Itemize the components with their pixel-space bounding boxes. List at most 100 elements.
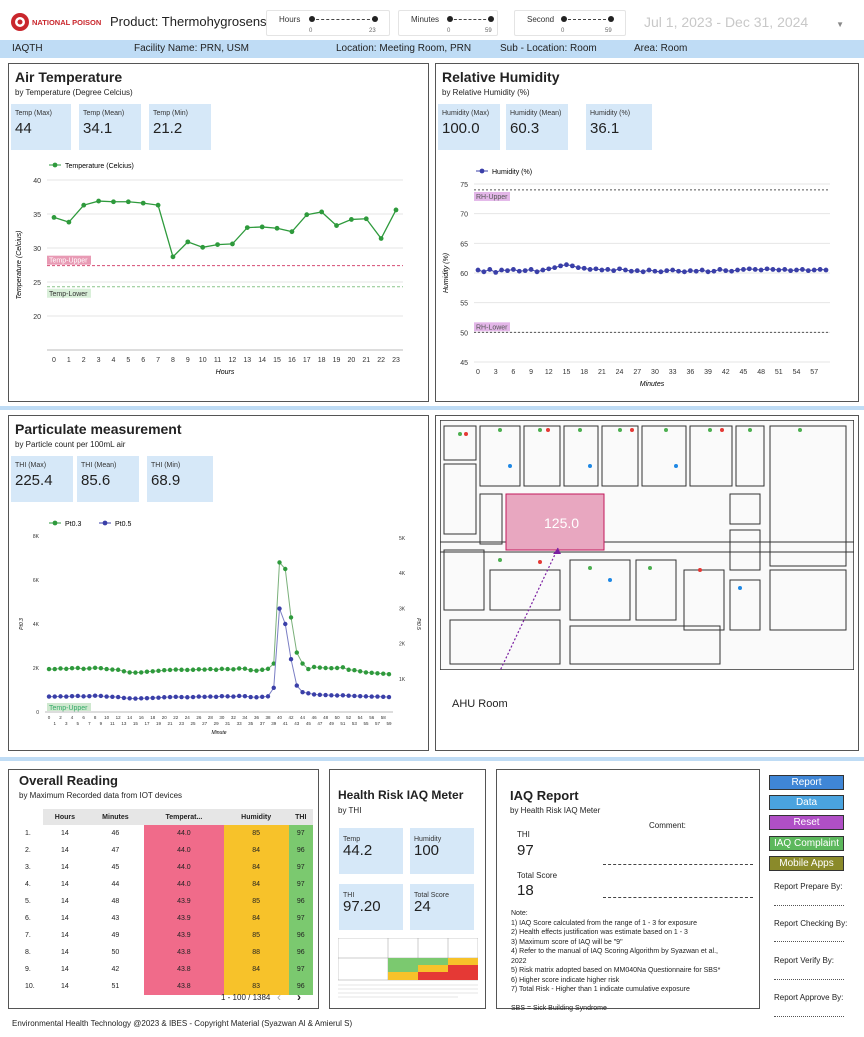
x-tick-label: 29: [214, 721, 220, 726]
table-row[interactable]: 9. 14 42 43.8 84 97: [21, 961, 313, 978]
x-tick-label: 12: [229, 357, 237, 364]
table-cell: 43.8: [144, 944, 224, 961]
pm-point: [340, 693, 346, 698]
humidity-point: [705, 269, 711, 275]
humidity-point: [599, 267, 605, 273]
x-tick-label: 24: [185, 715, 191, 720]
next-page-icon[interactable]: ›: [297, 990, 301, 1004]
table-cell: 42: [86, 961, 145, 978]
report-button[interactable]: Report: [769, 775, 844, 790]
humidity-point: [558, 263, 563, 269]
x-tick-label: 58: [381, 715, 387, 720]
mobile-apps-button[interactable]: Mobile Apps: [769, 856, 844, 871]
humidity-mean-label: Humidity (Mean): [510, 110, 562, 117]
iaq-complaint-button[interactable]: IAQ Complaint: [769, 836, 844, 851]
table-cell: 97: [288, 876, 313, 893]
minutes-slider-track[interactable]: [449, 19, 491, 20]
pm-point: [121, 695, 127, 701]
x-tick-label: 16: [288, 357, 296, 364]
minutes-slider-max-handle[interactable]: [488, 16, 494, 22]
hours-slider-track[interactable]: [311, 19, 375, 20]
report-approve-line[interactable]: [774, 1016, 844, 1017]
humidity-max-label: Humidity (Max): [442, 110, 490, 117]
table-cell: 4.: [21, 876, 43, 893]
temp-mean-card: Temp (Mean) 34.1: [79, 104, 141, 150]
meter-subtitle: by THI: [338, 806, 362, 815]
x-tick-label: 33: [669, 369, 677, 376]
report-checking-line[interactable]: [774, 941, 844, 942]
report-title: IAQ Report: [510, 788, 579, 803]
table-cell: 43.8: [144, 978, 224, 995]
pm-point: [317, 665, 323, 670]
x-tick-label: 9: [100, 721, 103, 726]
reference-label: Temp-Upper: [49, 705, 88, 712]
y-tick-label: 45: [460, 360, 468, 367]
table-row[interactable]: 1. 14 46 44.0 85 97: [21, 825, 313, 842]
second-slider-track[interactable]: [563, 19, 611, 20]
second-slider-max-handle[interactable]: [608, 16, 614, 22]
reset-button[interactable]: Reset: [769, 815, 844, 830]
table-row[interactable]: 6. 14 43 43.9 84 97: [21, 910, 313, 927]
hours-slider[interactable]: Hours 0 23: [266, 10, 390, 36]
legend-label: Pt0.3: [65, 521, 81, 528]
humidity-subtitle: by Relative Humidity (%): [442, 88, 530, 97]
pm-point: [323, 665, 328, 671]
y-tick-label: 55: [460, 301, 468, 308]
table-row[interactable]: 3. 14 45 44.0 84 97: [21, 859, 313, 876]
report-verify-line[interactable]: [774, 979, 844, 980]
hours-slider-min-handle[interactable]: [309, 16, 315, 22]
report-prepare-line[interactable]: [774, 905, 844, 906]
table-row[interactable]: 2. 14 47 44.0 84 96: [21, 842, 313, 859]
hours-slider-max-handle[interactable]: [372, 16, 378, 22]
col-header-temperature[interactable]: Temperat...: [144, 809, 224, 825]
pm-point: [283, 621, 288, 627]
prev-page-icon[interactable]: ‹: [277, 990, 281, 1004]
table-cell: 85: [223, 893, 289, 910]
minutes-slider-min-handle[interactable]: [447, 16, 453, 22]
data-button[interactable]: Data: [769, 795, 844, 810]
minutes-slider[interactable]: Minutes 0 59: [398, 10, 498, 36]
humidity-point: [534, 269, 540, 275]
temperature-point: [51, 215, 57, 220]
second-slider[interactable]: Second 0 59: [514, 10, 626, 36]
second-slider-min-handle[interactable]: [561, 16, 567, 22]
y-tick-label-left: 4K: [33, 622, 40, 628]
table-row[interactable]: 7. 14 49 43.9 85 96: [21, 927, 313, 944]
pm-point: [381, 671, 386, 676]
pm-point: [162, 695, 167, 700]
pagination-text: 1 - 100 / 1384: [221, 993, 271, 1002]
x-tick-label: 40: [277, 715, 283, 720]
reference-label: Temp-Upper: [49, 258, 88, 265]
humidity-point: [540, 267, 546, 273]
col-header-minutes[interactable]: Minutes: [86, 809, 145, 825]
relative-humidity-panel: Relative Humidity by Relative Humidity (…: [435, 63, 859, 402]
pm-point: [357, 669, 363, 674]
x-tick-label: 0: [52, 357, 56, 364]
floor-plan-value: 125.0: [544, 515, 579, 531]
y-tick-label-right: 3K: [399, 606, 406, 612]
minutes-slider-label: Minutes: [411, 15, 440, 24]
col-header-humidity[interactable]: Humidity: [223, 809, 289, 825]
table-cell: 51: [86, 978, 145, 995]
table-row[interactable]: 8. 14 50 43.8 88 96: [21, 944, 313, 961]
col-header-thi[interactable]: THI: [288, 809, 313, 825]
pm-point: [225, 694, 230, 699]
temperature-series-line: [53, 200, 397, 259]
temperature-point: [334, 223, 339, 228]
table-row[interactable]: 5. 14 48 43.9 85 96: [21, 893, 313, 910]
pm-point: [46, 666, 52, 672]
pm-point: [254, 695, 259, 700]
humidity-point: [593, 266, 599, 272]
table-row[interactable]: 4. 14 44 44.0 84 97: [21, 876, 313, 893]
date-range-picker[interactable]: Jul 1, 2023 - Dec 31, 2024 ▼: [630, 12, 850, 34]
pm-point: [317, 692, 323, 698]
pm-point: [340, 665, 346, 670]
table-row[interactable]: 10. 14 51 43.8 83 96: [21, 978, 313, 995]
legend-label: Temperature (Celcius): [65, 163, 134, 170]
humidity-point: [569, 263, 575, 269]
col-header-hours[interactable]: Hours: [43, 809, 87, 825]
x-tick-label: 13: [121, 721, 127, 726]
pm-point: [213, 667, 219, 672]
chevron-down-icon[interactable]: ▼: [836, 20, 844, 29]
pm-point: [75, 693, 81, 699]
